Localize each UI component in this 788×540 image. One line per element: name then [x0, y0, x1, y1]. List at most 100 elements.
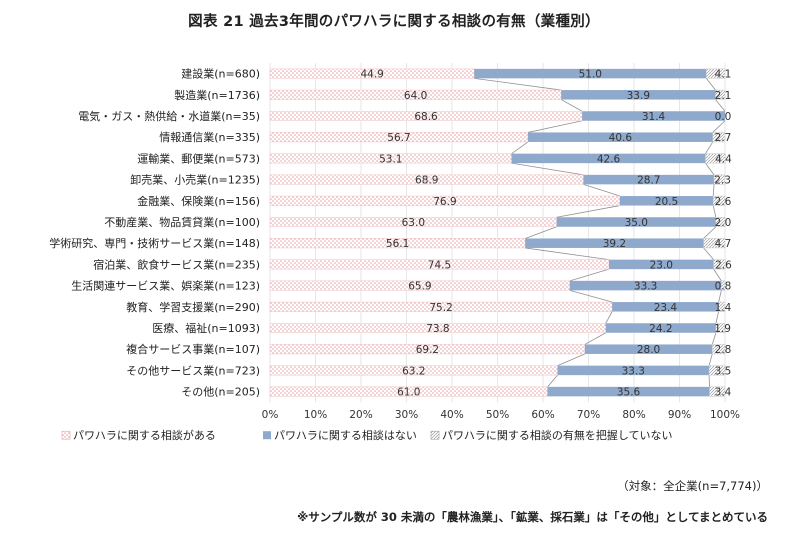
- bar-segment: [709, 386, 726, 397]
- bar-segment: [525, 238, 704, 248]
- data-label: 2.8: [715, 344, 732, 356]
- data-label: 74.5: [428, 259, 451, 271]
- series-connector-line: [557, 353, 586, 367]
- data-label: 76.9: [433, 196, 456, 208]
- data-label: 42.6: [597, 153, 621, 165]
- data-label: 3.5: [715, 365, 732, 377]
- category-label: 学術研究、専門・技術サービス業(n=148): [49, 236, 260, 250]
- series-connector-line: [703, 247, 714, 260]
- bar-segment: [706, 68, 726, 79]
- series-connector-lines: [474, 77, 726, 388]
- target-note: （対象：全企業(n=7,774)）: [617, 479, 768, 493]
- data-label: 65.9: [408, 281, 431, 293]
- bar-segment: [715, 217, 726, 227]
- legend-label: パワハラに関する相談はない: [274, 428, 417, 442]
- bar-segment: [721, 280, 726, 291]
- data-label: 4.4: [715, 153, 732, 165]
- bar-segment: [712, 344, 726, 355]
- data-label: 24.2: [649, 323, 672, 335]
- bar-segment: [713, 174, 725, 185]
- series-connector-line: [718, 290, 722, 303]
- bar-segment: [556, 217, 716, 227]
- bar-segment: [718, 301, 726, 312]
- series-connector-line: [703, 226, 717, 239]
- series-connector-line: [705, 162, 715, 176]
- series-connector-line: [605, 311, 613, 324]
- bars: [269, 68, 726, 397]
- bar-segment: [474, 68, 707, 79]
- data-label: 40.6: [609, 132, 633, 144]
- category-label: 医療、福祉(n=1093): [152, 321, 260, 335]
- category-label: 情報通信業(n=335): [159, 131, 260, 144]
- category-label: 生活関連サービス業、娯楽業(n=123): [71, 279, 260, 293]
- legend-swatch: [263, 431, 271, 440]
- series-connector-line: [511, 141, 529, 154]
- data-label: 56.7: [387, 132, 410, 144]
- data-label: 1.9: [714, 323, 731, 335]
- bar-segment: [712, 195, 726, 206]
- series-connector-line: [713, 268, 722, 282]
- data-label: 0.0: [715, 111, 732, 123]
- data-label: 56.1: [386, 238, 409, 250]
- series-connector-line: [715, 311, 720, 324]
- data-label: 61.0: [397, 387, 420, 399]
- data-label: 28.0: [637, 344, 660, 356]
- category-label: 複合サービス事業(n=107): [126, 342, 260, 356]
- x-tick-label: 80%: [622, 409, 645, 421]
- chart-title: 図表 21 過去3年間のパワハラに関する相談の有無（業種別）: [188, 14, 600, 30]
- bar-segment: [582, 111, 725, 121]
- category-label: 運輸業、郵便業(n=573): [137, 151, 260, 165]
- data-label: 75.2: [429, 302, 452, 314]
- data-label: 33.9: [627, 90, 650, 102]
- series-connector-line: [715, 99, 726, 112]
- data-label: 73.8: [426, 323, 449, 335]
- category-label: 電気・ガス・熱供給・水道業(n=35): [78, 109, 260, 123]
- legend-label: パワハラに関する相談の有無を把握していない: [442, 428, 673, 442]
- category-label: 金融業、保険業(n=156): [137, 194, 260, 208]
- x-tick-label: 40%: [440, 409, 463, 421]
- series-connector-line: [584, 332, 606, 345]
- series-connector-line: [569, 268, 610, 282]
- bar-segment: [561, 90, 716, 100]
- series-connector-line: [511, 162, 584, 176]
- category-label: 製造業(n=1736): [174, 88, 260, 102]
- bar-segment: [705, 153, 726, 164]
- data-label: 39.2: [603, 238, 626, 250]
- bar-segment: [608, 259, 714, 270]
- x-tick-label: 10%: [304, 409, 327, 421]
- series-connector-line: [705, 141, 714, 154]
- data-label: 33.3: [622, 365, 645, 377]
- data-label: 2.6: [715, 196, 732, 208]
- x-axis-ticks: 0% 10% 20% 30% 40% 50% 60% 70% 80% 90% 100%: [262, 409, 740, 421]
- bar-segment: [605, 323, 716, 333]
- bar-segment: [612, 302, 719, 312]
- category-label: 宿泊業、飲食サービス業(n=235): [93, 257, 260, 271]
- data-labels: 44.9 51.0 4.1 64.0 33.9 2.1 68.6 31.4 0.0 56.7 40.…: [360, 69, 732, 399]
- category-label: 卸売業、小売業(n=1235): [130, 173, 260, 187]
- bar-segment: [584, 344, 713, 354]
- data-label: 35.6: [617, 387, 641, 399]
- bar-segment: [715, 323, 725, 333]
- bar-segment: [269, 68, 475, 79]
- bar-segment: [547, 386, 710, 397]
- series-connector-line: [525, 226, 557, 239]
- series-connector-line: [525, 247, 610, 261]
- data-label: 63.0: [402, 217, 425, 229]
- data-label: 44.9: [360, 69, 383, 81]
- category-label: 建設業(n=680): [181, 67, 260, 81]
- stacked-bar-chart: 44.9 51.0 4.1 64.0 33.9 2.1 68.6 31.4 0.0 56.7 40.…: [49, 63, 740, 442]
- bar-segment: [712, 132, 726, 143]
- series-connector-line: [712, 120, 726, 133]
- bar-segment: [715, 89, 726, 100]
- data-label: 3.4: [715, 387, 732, 399]
- series-connector-line: [474, 77, 562, 91]
- bar-segment: [703, 238, 726, 249]
- bar-segment: [511, 153, 706, 164]
- data-label: 2.7: [715, 132, 732, 144]
- data-label: 53.1: [379, 153, 402, 165]
- data-label: 63.2: [402, 365, 425, 377]
- bar-segment: [708, 365, 726, 376]
- series-connector-line: [561, 99, 583, 112]
- series-connector-line: [547, 374, 558, 388]
- bar-segment: [713, 259, 726, 270]
